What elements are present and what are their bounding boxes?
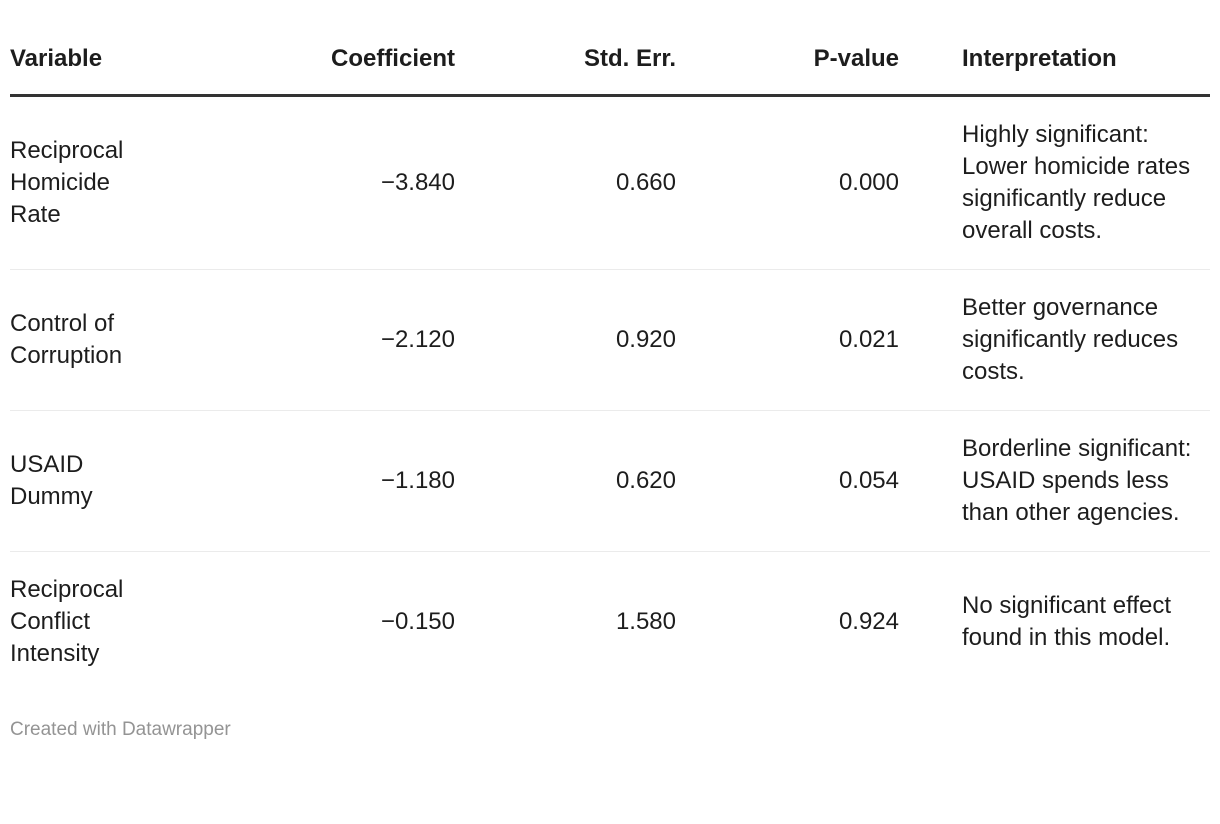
table-row: Reciprocal Homicide Rate −3.840 0.660 0.… xyxy=(10,96,1210,270)
table-body: Reciprocal Homicide Rate −3.840 0.660 0.… xyxy=(10,96,1210,693)
cell-p-value: 0.000 xyxy=(838,169,899,196)
cell-interpretation: Borderline significant: USAID spends les… xyxy=(962,435,1192,526)
table-row: USAID Dummy −1.180 0.620 0.054 Borderlin… xyxy=(10,411,1210,552)
header-row: Variable Coefficient Std. Err. P-value I… xyxy=(10,0,1210,97)
column-header-interpretation: Interpretation xyxy=(899,0,1210,97)
cell-variable: Reciprocal Homicide Rate xyxy=(10,137,124,228)
cell-coefficient: −3.840 xyxy=(380,169,455,196)
cell-p-value: 0.054 xyxy=(838,467,899,494)
column-header-p-value: P-value xyxy=(676,0,899,97)
column-header-std-err: Std. Err. xyxy=(455,0,676,97)
cell-interpretation: Better governance significantly reduces … xyxy=(962,294,1179,385)
table-header: Variable Coefficient Std. Err. P-value I… xyxy=(10,0,1210,97)
cell-std-err: 0.920 xyxy=(615,326,676,353)
cell-p-value: 0.924 xyxy=(838,608,899,635)
column-header-coefficient: Coefficient xyxy=(170,0,455,97)
cell-variable: Reciprocal Conflict Intensity xyxy=(10,576,124,667)
table-row: Reciprocal Conflict Intensity −0.150 1.5… xyxy=(10,552,1210,693)
cell-coefficient: −1.180 xyxy=(380,467,455,494)
cell-variable: Control of Corruption xyxy=(10,310,123,369)
cell-variable: USAID Dummy xyxy=(10,451,93,510)
cell-std-err: 0.660 xyxy=(615,169,676,196)
cell-p-value: 0.021 xyxy=(838,326,899,353)
cell-std-err: 0.620 xyxy=(615,467,676,494)
column-header-variable: Variable xyxy=(10,0,170,97)
datawrapper-attribution-link[interactable]: Created with Datawrapper xyxy=(10,719,231,740)
table-row: Control of Corruption −2.120 0.920 0.021… xyxy=(10,270,1210,411)
regression-results-table: Variable Coefficient Std. Err. P-value I… xyxy=(10,0,1210,692)
cell-interpretation: No significant effect found in this mode… xyxy=(962,592,1172,651)
cell-coefficient: −2.120 xyxy=(380,326,455,353)
cell-interpretation: Highly significant: Lower homicide rates… xyxy=(962,121,1191,244)
cell-std-err: 1.580 xyxy=(615,608,676,635)
cell-coefficient: −0.150 xyxy=(380,608,455,635)
